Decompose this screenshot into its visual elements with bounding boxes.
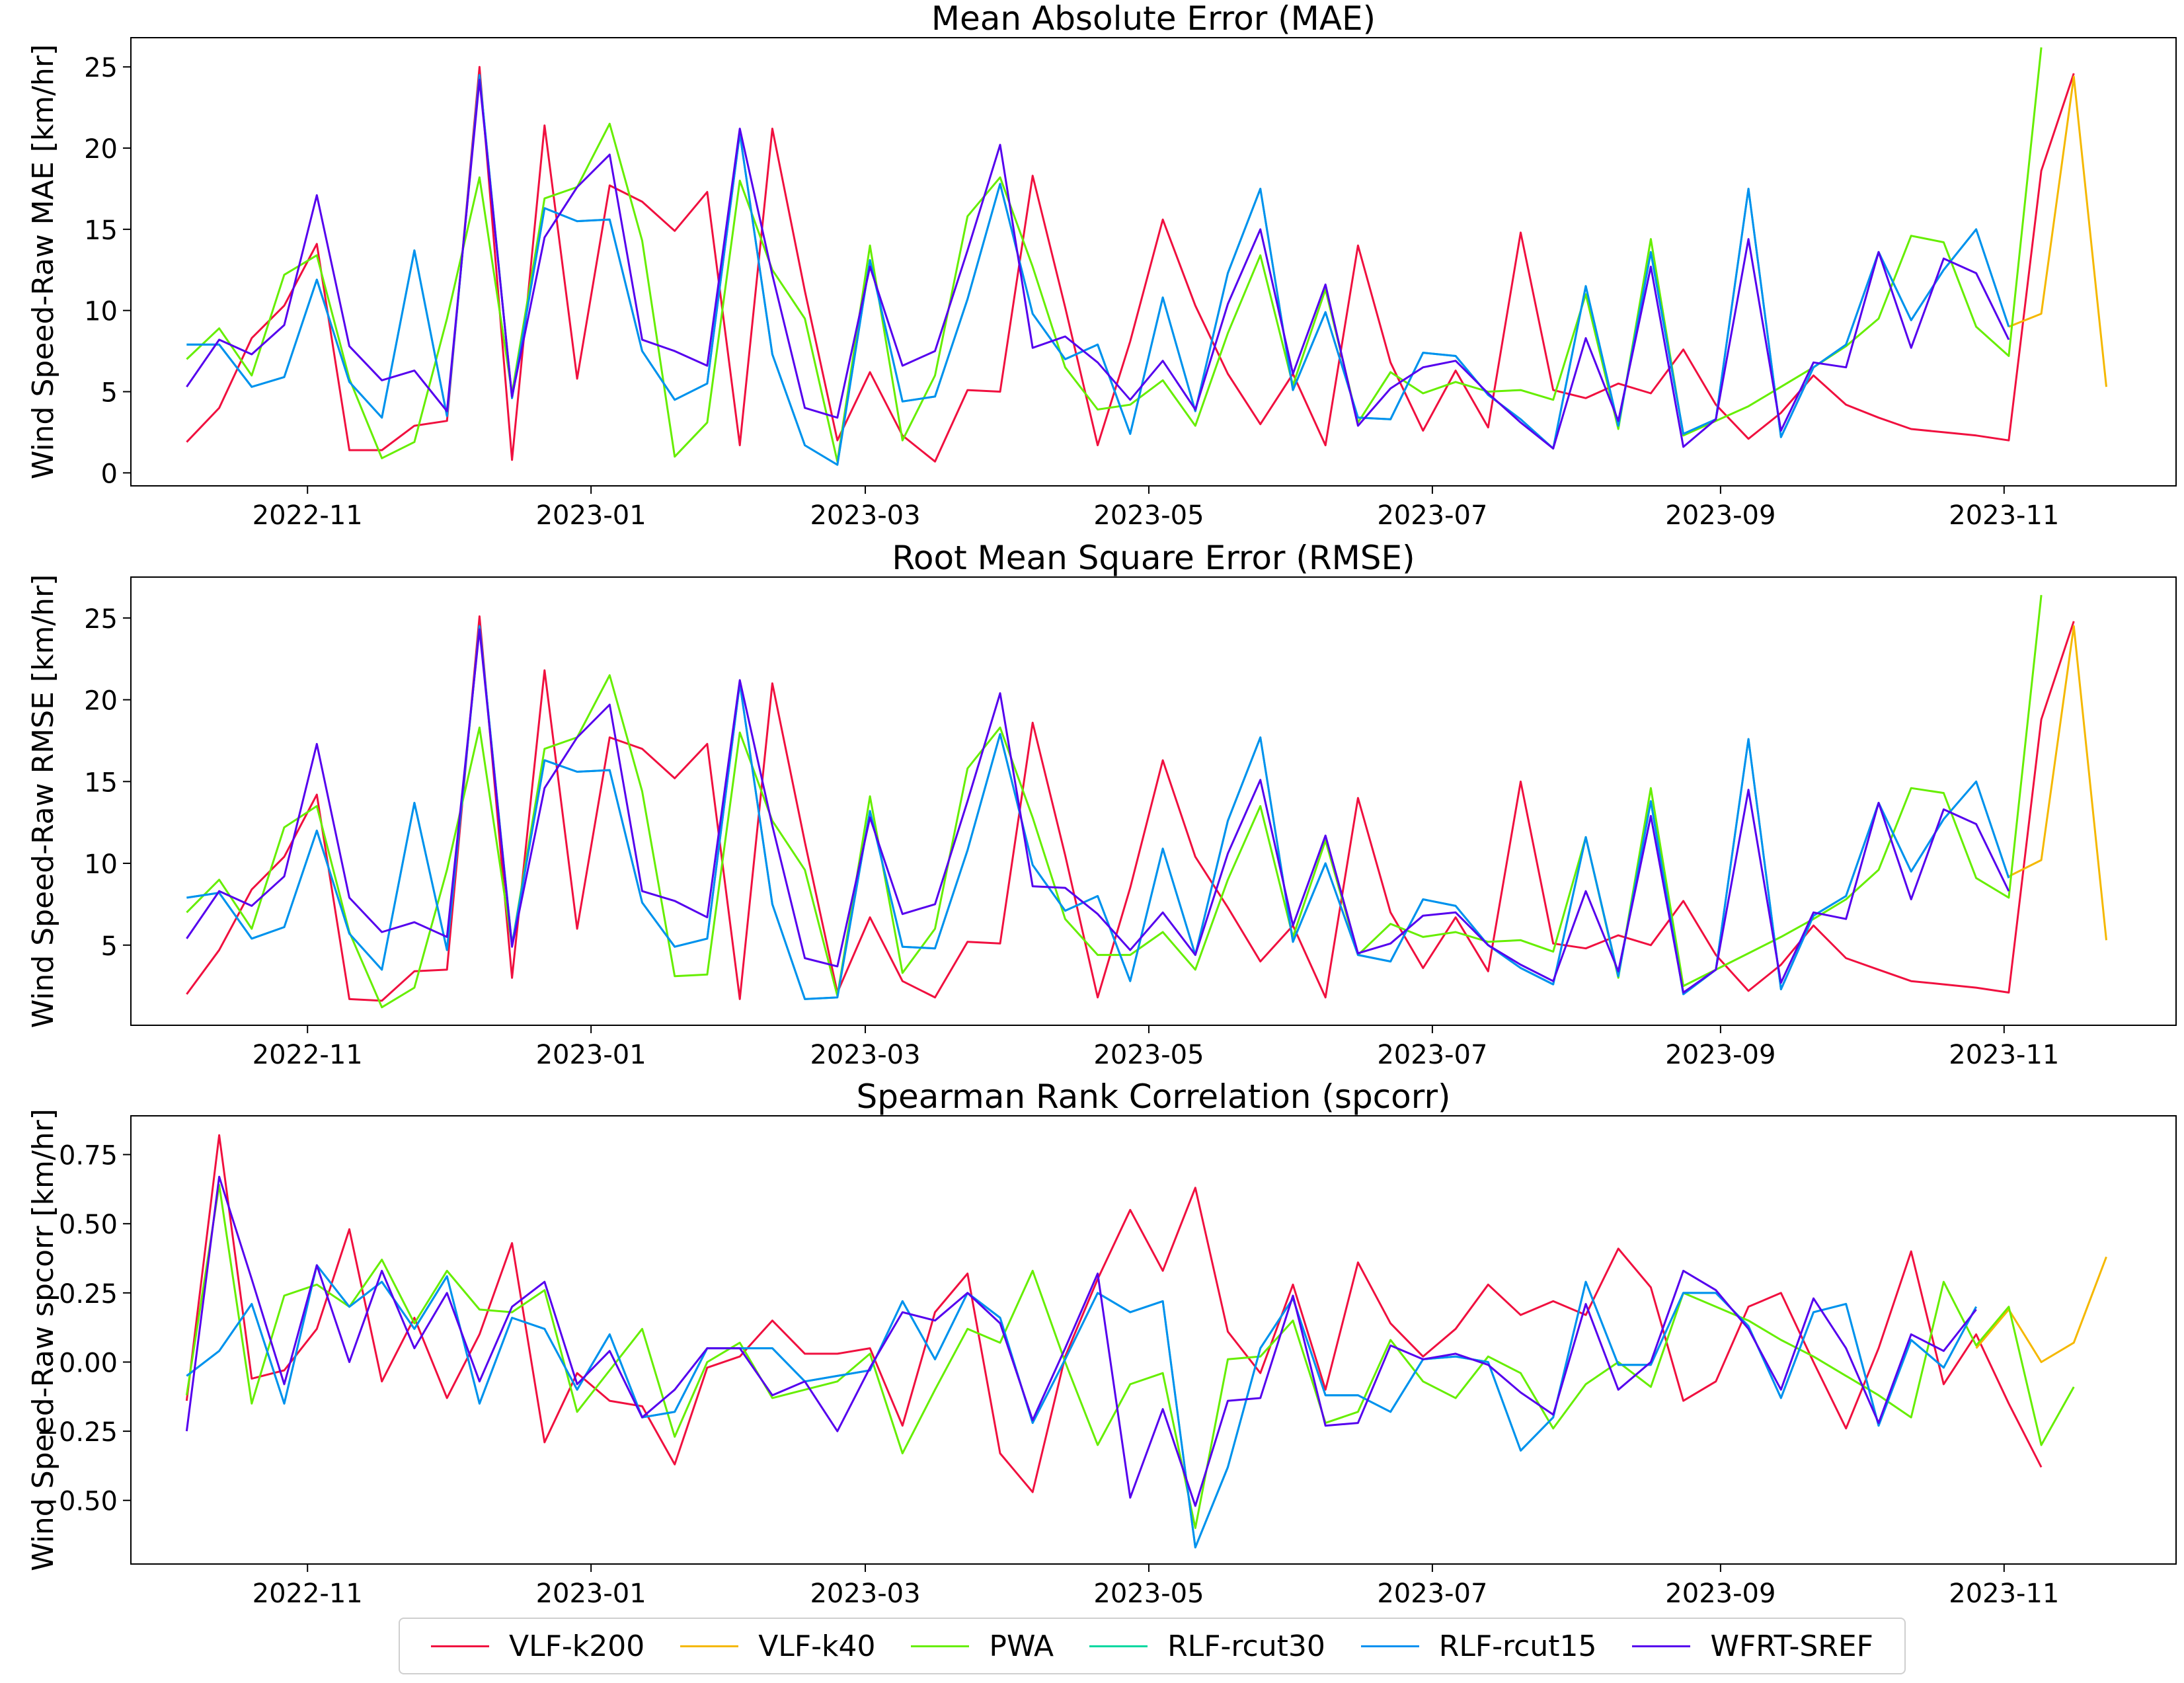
y-tick-label: 20 <box>84 134 118 165</box>
x-tick-label: 2023-01 <box>536 1579 646 1609</box>
x-tick-label: 2023-03 <box>810 1040 920 1070</box>
legend-item-rlf-rcut30: RLF-rcut30 <box>1089 1629 1325 1663</box>
y-tick-label: 25 <box>84 604 118 635</box>
x-tick-label: 2023-11 <box>1949 1579 2059 1609</box>
series-line-vlf-k200 <box>186 65 2075 463</box>
y-tick-label: 0.25 <box>59 1279 118 1310</box>
legend-swatch <box>1360 1645 1419 1647</box>
rmse-y-axis-label: Wind Speed-Raw RMSE [km/hr] <box>26 574 60 1029</box>
x-tick-label: 2023-07 <box>1377 500 1487 531</box>
y-tick-label: 15 <box>84 767 118 798</box>
legend-label: PWA <box>989 1629 1054 1663</box>
y-tick-label: 10 <box>84 297 118 327</box>
x-tick-label: 2023-03 <box>810 1579 920 1609</box>
y-tick-label: 15 <box>84 215 118 246</box>
spcorr-y-axis-label: Wind Speed-Raw spcorr [km/hr] <box>26 1109 60 1571</box>
series-line-wfrt-sref <box>186 628 2010 994</box>
x-tick-label: 2023-09 <box>1665 1040 1775 1070</box>
x-tick-label: 2023-09 <box>1665 500 1775 531</box>
legend-swatch <box>1089 1645 1148 1647</box>
axes-frame <box>130 1115 2177 1565</box>
panel-mae: Mean Absolute Error (MAE) Wind Speed-Raw… <box>26 0 2177 531</box>
x-tick-label: 2023-01 <box>536 1040 646 1070</box>
y-tick-label: 10 <box>84 849 118 880</box>
y-tick-label: 0.75 <box>59 1141 118 1171</box>
x-tick-label: 2023-11 <box>1949 500 2059 531</box>
y-tick-label: 5 <box>101 378 118 409</box>
x-tick-label: 2023-09 <box>1665 1579 1775 1609</box>
legend-item-pwa: PWA <box>911 1629 1054 1663</box>
legend-label: VLF-k200 <box>508 1629 645 1663</box>
legend: VLF-k200 VLF-k40 PWA RLF-rcut30 RLF-rcut… <box>399 1618 1906 1674</box>
x-tick-label: 2023-01 <box>536 500 646 531</box>
rmse-title: Root Mean Square Error (RMSE) <box>892 539 1415 577</box>
series-line-vlf-k40 <box>2008 625 2107 941</box>
mae-y-axis-label: Wind Speed-Raw MAE [km/hr] <box>26 44 60 479</box>
legend-label: RLF-rcut15 <box>1438 1629 1597 1663</box>
x-tick-label: 2023-07 <box>1377 1579 1487 1609</box>
spcorr-title: Spearman Rank Correlation (spcorr) <box>856 1077 1450 1116</box>
series-line-pwa <box>185 1184 2075 1530</box>
series-line-vlf-k200 <box>186 615 2075 1002</box>
x-tick-label: 2023-05 <box>1093 1040 1204 1070</box>
panel-rmse: Root Mean Square Error (RMSE) Wind Speed… <box>26 539 2177 1070</box>
series-line-vlf-k40 <box>1975 1256 2107 1363</box>
axes-frame <box>130 37 2177 487</box>
x-tick-label: 2022-11 <box>253 1579 363 1609</box>
panel-spcorr: Spearman Rank Correlation (spcorr) Wind … <box>26 1077 2177 1609</box>
legend-swatch <box>680 1645 739 1647</box>
x-tick-label: 2022-11 <box>253 500 363 531</box>
x-tick-label: 2023-05 <box>1093 1579 1204 1609</box>
legend-label: VLF-k40 <box>758 1629 876 1663</box>
series-line-wfrt-sref <box>185 1175 1977 1507</box>
x-tick-label: 2023-05 <box>1093 500 1204 531</box>
y-tick-label: 20 <box>84 686 118 717</box>
x-tick-label: 2023-07 <box>1377 1040 1487 1070</box>
y-tick-label: 25 <box>84 53 118 83</box>
legend-swatch <box>911 1645 970 1647</box>
axes-frame <box>130 576 2177 1026</box>
x-tick-label: 2022-11 <box>253 1040 363 1070</box>
legend-label: RLF-rcut30 <box>1167 1629 1325 1663</box>
legend-swatch <box>430 1645 489 1647</box>
y-tick-label: 5 <box>101 931 118 962</box>
legend-item-rlf-rcut15: RLF-rcut15 <box>1360 1629 1597 1663</box>
x-tick-label: 2023-03 <box>810 500 920 531</box>
legend-label: WFRT-SREF <box>1710 1629 1873 1663</box>
series-line-vlf-k200 <box>185 1134 2043 1493</box>
series-line-wfrt-sref <box>186 79 2010 450</box>
x-tick-label: 2023-11 <box>1949 1040 2059 1070</box>
y-tick-label: −0.25 <box>36 1417 118 1448</box>
y-tick-label: 0.50 <box>59 1210 118 1240</box>
series-line-rlf-rcut15 <box>186 1264 1977 1549</box>
legend-item-wfrt-sref: WFRT-SREF <box>1632 1629 1873 1663</box>
legend-item-vlf-k40: VLF-k40 <box>680 1629 875 1663</box>
y-tick-label: 0.00 <box>59 1348 118 1378</box>
legend-item-vlf-k200: VLF-k200 <box>430 1629 645 1663</box>
y-tick-label: 0 <box>101 459 118 489</box>
legend-swatch <box>1632 1645 1691 1647</box>
series-line-pwa <box>186 595 2043 1009</box>
series-line-pwa <box>186 47 2043 463</box>
series-line-vlf-k40 <box>2008 75 2107 387</box>
y-tick-label: −0.50 <box>36 1487 118 1517</box>
mae-title: Mean Absolute Error (MAE) <box>931 0 1376 38</box>
